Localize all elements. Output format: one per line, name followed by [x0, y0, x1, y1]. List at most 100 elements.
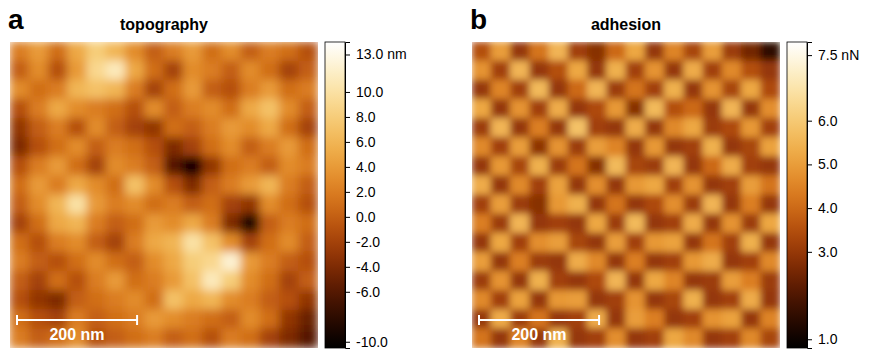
- cell: [183, 214, 203, 234]
- tick-mark: [345, 292, 350, 293]
- cell: [10, 214, 30, 234]
- cell: [298, 175, 318, 195]
- cell: [645, 42, 665, 62]
- cell: [202, 137, 222, 157]
- tick-label: 6.0: [818, 113, 838, 129]
- cell: [568, 195, 588, 215]
- cell: [87, 290, 107, 310]
- cell: [645, 80, 665, 100]
- cell: [164, 233, 184, 253]
- cell: [260, 309, 280, 329]
- cell: [510, 214, 530, 234]
- cell: [587, 137, 607, 157]
- cell: [645, 309, 665, 329]
- cell: [760, 214, 780, 234]
- cell: [241, 42, 261, 62]
- cell: [587, 252, 607, 272]
- cell: [491, 80, 511, 100]
- cell: [491, 214, 511, 234]
- cell: [10, 195, 30, 215]
- cell: [183, 175, 203, 195]
- scale-bar-label: 200 nm: [511, 326, 566, 343]
- cell: [221, 156, 241, 176]
- cell: [67, 42, 87, 62]
- cell: [29, 61, 49, 81]
- cell: [703, 99, 723, 119]
- cell: [48, 99, 68, 119]
- cell: [510, 99, 530, 119]
- cell: [741, 290, 761, 310]
- tick-mark: [345, 92, 350, 93]
- cell: [683, 137, 703, 157]
- cell: [106, 156, 126, 176]
- cell: [549, 233, 569, 253]
- cell: [48, 42, 68, 62]
- cell: [279, 252, 299, 272]
- cell: [87, 118, 107, 138]
- cell: [125, 61, 145, 81]
- tick-label: -10.0: [356, 334, 388, 350]
- cell: [664, 80, 684, 100]
- cell: [626, 252, 646, 272]
- cell: [279, 118, 299, 138]
- cell: [683, 61, 703, 81]
- cell: [760, 137, 780, 157]
- cell: [703, 42, 723, 62]
- title: adhesion: [591, 16, 661, 33]
- cell: [664, 271, 684, 291]
- tick-label: 5.0: [818, 156, 838, 172]
- cell: [703, 156, 723, 176]
- cell: [760, 175, 780, 195]
- cell: [164, 252, 184, 272]
- cell: [279, 175, 299, 195]
- cell: [87, 42, 107, 62]
- cell: [279, 309, 299, 329]
- cell: [683, 233, 703, 253]
- cell: [626, 99, 646, 119]
- cell: [202, 80, 222, 100]
- cell: [125, 137, 145, 157]
- cell: [510, 137, 530, 157]
- cell: [298, 290, 318, 310]
- cell: [48, 214, 68, 234]
- cell: [183, 118, 203, 138]
- cell: [10, 118, 30, 138]
- cell: [529, 61, 549, 81]
- cell: [722, 290, 742, 310]
- cell: [472, 328, 492, 348]
- cell: [587, 290, 607, 310]
- cell: [664, 328, 684, 348]
- cell: [67, 252, 87, 272]
- cell: [703, 118, 723, 138]
- cell: [606, 252, 626, 272]
- cell: [510, 271, 530, 291]
- cell: [626, 290, 646, 310]
- cell: [510, 61, 530, 81]
- cell: [741, 328, 761, 348]
- cell: [298, 137, 318, 157]
- tick: -4.0: [345, 259, 380, 275]
- cell: [260, 290, 280, 310]
- cell: [241, 61, 261, 81]
- cell: [241, 99, 261, 119]
- cell: [722, 328, 742, 348]
- cell: [241, 195, 261, 215]
- cell: [29, 252, 49, 272]
- cell: [741, 175, 761, 195]
- cell: [183, 61, 203, 81]
- cell: [298, 271, 318, 291]
- cell: [683, 156, 703, 176]
- cell: [645, 137, 665, 157]
- tick: -2.0: [345, 234, 380, 250]
- tick: 4.0: [345, 159, 376, 175]
- cell: [106, 137, 126, 157]
- tick-label: 4.0: [356, 159, 376, 175]
- scale-bar: 200 nm: [479, 315, 599, 343]
- cell: [260, 252, 280, 272]
- cell: [703, 195, 723, 215]
- cell: [164, 271, 184, 291]
- cell: [241, 175, 261, 195]
- cell: [144, 271, 164, 291]
- cell: [29, 42, 49, 62]
- cell: [491, 252, 511, 272]
